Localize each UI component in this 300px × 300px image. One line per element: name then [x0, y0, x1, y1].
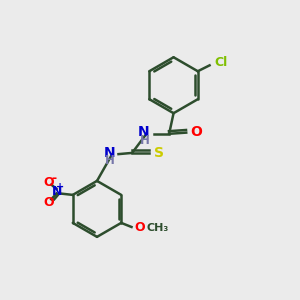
Text: O: O	[134, 221, 145, 234]
Text: H: H	[105, 154, 115, 167]
Text: +: +	[56, 182, 64, 192]
Text: CH₃: CH₃	[147, 223, 169, 232]
Text: H: H	[140, 134, 149, 147]
Text: Cl: Cl	[214, 56, 227, 70]
Text: N: N	[103, 146, 115, 160]
Text: -: -	[51, 172, 56, 185]
Text: N: N	[51, 185, 62, 198]
Text: O: O	[43, 196, 54, 209]
Text: O: O	[190, 125, 202, 139]
Text: O: O	[43, 176, 54, 189]
Text: S: S	[154, 146, 164, 160]
Text: N: N	[138, 125, 149, 139]
